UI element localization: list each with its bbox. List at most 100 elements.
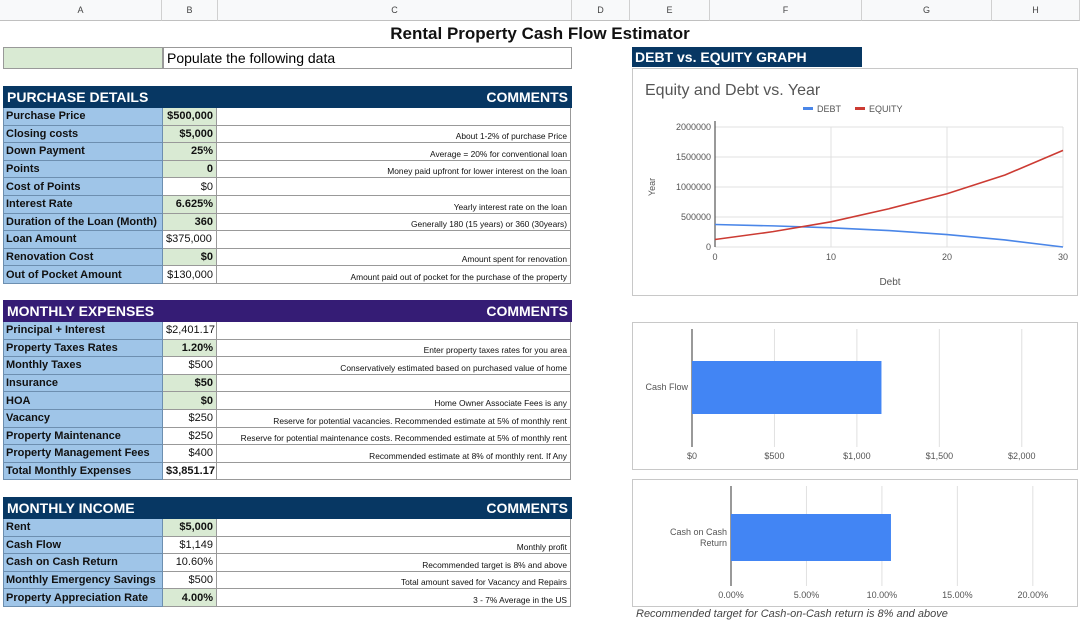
- row-value[interactable]: $250: [163, 427, 217, 446]
- row-label[interactable]: Monthly Emergency Savings: [3, 571, 163, 590]
- row-value[interactable]: $1,149: [163, 536, 217, 555]
- row-label[interactable]: HOA: [3, 392, 163, 410]
- row-value[interactable]: $2,401.17: [163, 322, 217, 340]
- row-comment[interactable]: Generally 180 (15 years) or 360 (30years…: [217, 213, 571, 232]
- row-label[interactable]: Purchase Price: [3, 108, 163, 126]
- row-value[interactable]: $0: [163, 248, 217, 267]
- row-label[interactable]: Monthly Taxes: [3, 357, 163, 375]
- table-row: Vacancy $250 Reserve for potential vacanci…: [3, 410, 571, 428]
- row-label[interactable]: Cash Flow: [3, 536, 163, 555]
- row-value[interactable]: $0: [163, 178, 217, 196]
- column-header-f[interactable]: F: [710, 0, 862, 21]
- table-row: Out of Pocket Amount $130,000 Amount paid …: [3, 266, 571, 284]
- row-comment[interactable]: Recommended target is 8% and above: [217, 554, 571, 572]
- row-value[interactable]: $500: [163, 357, 217, 375]
- monthly-expenses-header[interactable]: MONTHLY EXPENSES COMMENTS: [3, 300, 572, 322]
- row-value[interactable]: 1.20%: [163, 339, 217, 358]
- row-value[interactable]: $3,851.17: [163, 462, 217, 481]
- bar[interactable]: [731, 514, 891, 561]
- row-value[interactable]: 25%: [163, 143, 217, 161]
- row-label[interactable]: Property Appreciation Rate: [3, 589, 163, 607]
- row-value[interactable]: $0: [163, 392, 217, 410]
- table-row: HOA $0 Home Owner Associate Fees is any: [3, 392, 571, 410]
- populate-color-swatch[interactable]: [3, 47, 163, 69]
- row-label[interactable]: Out of Pocket Amount: [3, 266, 163, 284]
- row-label[interactable]: Interest Rate: [3, 196, 163, 214]
- row-value[interactable]: $400: [163, 445, 217, 463]
- category-label: Return: [700, 538, 727, 548]
- column-header-c[interactable]: C: [218, 0, 572, 21]
- row-comment[interactable]: 3 - 7% Average in the US: [217, 589, 571, 607]
- row-comment[interactable]: Money paid upfront for lower interest on…: [217, 160, 571, 179]
- cash-flow-chart[interactable]: $0 $500 $1,000 $1,500 $2,000 Cash Flow: [632, 322, 1078, 470]
- row-label[interactable]: Rent: [3, 519, 163, 537]
- row-comment[interactable]: [217, 462, 571, 481]
- equity-debt-chart[interactable]: Equity and Debt vs. Year DEBT EQUITY 0 50000…: [632, 68, 1078, 296]
- column-header-b[interactable]: B: [162, 0, 218, 21]
- row-value[interactable]: 10.60%: [163, 554, 217, 572]
- chart-title: Equity and Debt vs. Year: [645, 82, 821, 99]
- column-header-e[interactable]: E: [630, 0, 710, 21]
- row-label[interactable]: Down Payment: [3, 143, 163, 161]
- row-comment[interactable]: Amount paid out of pocket for the purcha…: [217, 266, 571, 284]
- graph-header[interactable]: DEBT vs. EQUITY GRAPH: [632, 47, 862, 67]
- row-comment[interactable]: Total amount saved for Vacancy and Repai…: [217, 571, 571, 590]
- row-comment[interactable]: [217, 178, 571, 196]
- monthly-income-header[interactable]: MONTHLY INCOME COMMENTS: [3, 497, 572, 519]
- row-label[interactable]: Property Maintenance: [3, 427, 163, 446]
- table-row: Principal + Interest $2,401.17: [3, 322, 571, 340]
- row-comment[interactable]: [217, 519, 571, 537]
- populate-label[interactable]: Populate the following data: [163, 47, 572, 69]
- row-value[interactable]: $250: [163, 410, 217, 428]
- row-label[interactable]: Cash on Cash Return: [3, 554, 163, 572]
- row-value[interactable]: $50: [163, 374, 217, 393]
- row-comment[interactable]: Conservatively estimated based on purcha…: [217, 357, 571, 375]
- row-label[interactable]: Total Monthly Expenses: [3, 462, 163, 481]
- row-label[interactable]: Insurance: [3, 374, 163, 393]
- row-value[interactable]: 6.625%: [163, 196, 217, 214]
- row-label[interactable]: Cost of Points: [3, 178, 163, 196]
- row-comment[interactable]: Amount spent for renovation: [217, 248, 571, 267]
- row-value[interactable]: $5,000: [163, 519, 217, 537]
- row-label[interactable]: Vacancy: [3, 410, 163, 428]
- row-comment[interactable]: About 1-2% of purchase Price: [217, 125, 571, 144]
- row-value[interactable]: 360: [163, 213, 217, 232]
- row-comment[interactable]: Yearly interest rate on the loan: [217, 196, 571, 214]
- row-value[interactable]: $130,000: [163, 266, 217, 284]
- row-comment[interactable]: [217, 374, 571, 393]
- purchase-details-header[interactable]: PURCHASE DETAILS COMMENTS: [3, 86, 572, 108]
- column-header-g[interactable]: G: [862, 0, 992, 21]
- row-comment[interactable]: Enter property taxes rates for you area: [217, 339, 571, 358]
- row-comment[interactable]: Monthly profit: [217, 536, 571, 555]
- row-value[interactable]: $5,000: [163, 125, 217, 144]
- row-comment[interactable]: [217, 322, 571, 340]
- row-label[interactable]: Closing costs: [3, 125, 163, 144]
- row-value[interactable]: $375,000: [163, 231, 217, 249]
- row-label[interactable]: Points: [3, 160, 163, 179]
- row-value[interactable]: $500: [163, 571, 217, 590]
- x-tick-label: $2,000: [1008, 451, 1036, 461]
- row-comment[interactable]: [217, 108, 571, 126]
- bar[interactable]: [692, 361, 882, 414]
- row-comment[interactable]: Reserve for potential vacancies. Recomme…: [217, 410, 571, 428]
- row-value[interactable]: $500,000: [163, 108, 217, 126]
- table-row: Insurance $50: [3, 374, 571, 393]
- row-label[interactable]: Duration of the Loan (Month): [3, 213, 163, 232]
- column-header-h[interactable]: H: [992, 0, 1080, 21]
- column-header-d[interactable]: D: [572, 0, 630, 21]
- column-header-a[interactable]: A: [0, 0, 162, 21]
- row-value[interactable]: 0: [163, 160, 217, 179]
- cash-on-cash-chart[interactable]: 0.00% 5.00% 10.00% 15.00% 20.00% Cash on Cash…: [632, 479, 1078, 607]
- row-label[interactable]: Property Management Fees: [3, 445, 163, 463]
- row-comment[interactable]: Recommended estimate at 8% of monthly re…: [217, 445, 571, 463]
- row-label[interactable]: Renovation Cost: [3, 248, 163, 267]
- row-comment[interactable]: [217, 231, 571, 249]
- row-label[interactable]: Loan Amount: [3, 231, 163, 249]
- row-value[interactable]: 4.00%: [163, 589, 217, 607]
- row-label[interactable]: Property Taxes Rates: [3, 339, 163, 358]
- row-label[interactable]: Principal + Interest: [3, 322, 163, 340]
- x-tick-label: 0: [712, 252, 717, 262]
- row-comment[interactable]: Average = 20% for conventional loan: [217, 143, 571, 161]
- row-comment[interactable]: Home Owner Associate Fees is any: [217, 392, 571, 410]
- row-comment[interactable]: Reserve for potential maintenance costs.…: [217, 427, 571, 446]
